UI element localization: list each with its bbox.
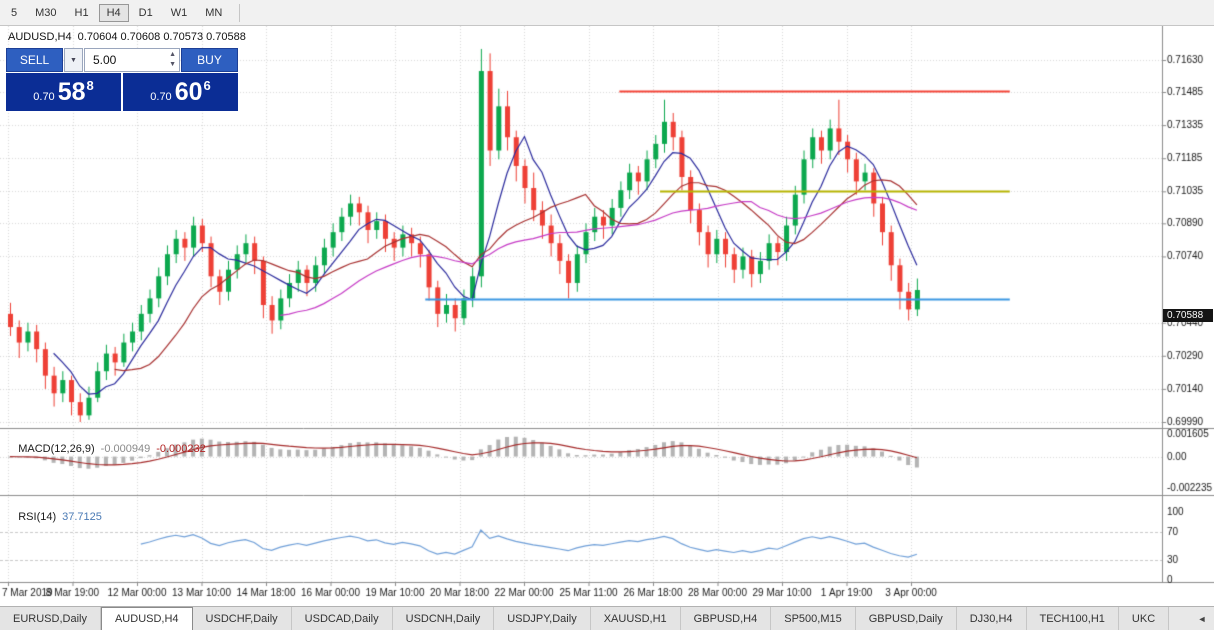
tab-gbpusd-daily[interactable]: GBPUSD,Daily — [855, 607, 957, 630]
volume-up-arrow-icon[interactable]: ▲ — [169, 51, 176, 58]
buy-price-prefix: 0.70 — [150, 91, 172, 103]
rsi-title: RSI(14) — [18, 511, 57, 523]
chart-ohlc-header: AUDUSD,H4 0.70604 0.70608 0.70573 0.7058… — [8, 31, 246, 43]
volume-field[interactable]: 5.00 ▲ ▼ — [84, 48, 180, 72]
timeframe-h4[interactable]: H4 — [98, 3, 129, 22]
sell-price-big: 58 — [57, 77, 86, 106]
chevron-down-icon: ▼ — [70, 56, 77, 64]
tab-usdjpy-daily[interactable]: USDJPY,Daily — [494, 607, 591, 630]
buy-price-sup: 6 — [203, 77, 211, 93]
buy-button[interactable]: BUY — [181, 48, 238, 72]
tab-xauusd-h1[interactable]: XAUUSD,H1 — [590, 607, 681, 630]
tab-ukc[interactable]: UKC — [1118, 607, 1170, 630]
chart-tabbar: EURUSD,Daily AUDUSD,H4 USDCHF,Daily USDCAD,… — [0, 606, 1214, 630]
timeframe-w1[interactable]: W1 — [163, 4, 196, 22]
timeframe-5[interactable]: 5 — [3, 4, 25, 22]
timeframe-d1[interactable]: D1 — [131, 4, 161, 22]
sell-price-sup: 8 — [86, 77, 94, 93]
buy-price-big: 60 — [174, 77, 203, 106]
tab-audusd-h4[interactable]: AUDUSD,H4 — [100, 607, 193, 630]
macd-signal-value: -0.000232 — [156, 443, 206, 455]
one-click-trade-panel: SELL ▼ 5.00 ▲ ▼ BUY 0.70 58 8 0.70 60 6 — [6, 48, 238, 111]
sell-price-prefix: 0.70 — [33, 91, 55, 103]
macd-main-value: -0.000949 — [100, 443, 151, 455]
buy-price-box[interactable]: 0.70 60 6 — [123, 73, 238, 111]
tab-scroll-button[interactable]: ◄ — [1190, 607, 1214, 630]
tab-tech100-h1[interactable]: TECH100,H1 — [1026, 607, 1119, 630]
volume-down-arrow-icon[interactable]: ▼ — [169, 61, 176, 68]
current-price-badge: 0.70588 — [1163, 309, 1213, 322]
tab-usdcnh-daily[interactable]: USDCNH,Daily — [392, 607, 495, 630]
macd-title: MACD(12,26,9) — [18, 443, 95, 455]
chart-tabs-strip: EURUSD,Daily AUDUSD,H4 USDCHF,Daily USDCAD,… — [0, 607, 1190, 630]
toolbar-separator — [239, 3, 241, 22]
rsi-value: 37.7125 — [62, 511, 102, 523]
sell-price-box[interactable]: 0.70 58 8 — [6, 73, 121, 111]
tab-dj30-h4[interactable]: DJ30,H4 — [956, 607, 1027, 630]
timeframe-h1[interactable]: H1 — [67, 4, 97, 22]
chart-canvas[interactable] — [0, 26, 1214, 606]
volume-value: 5.00 — [93, 53, 117, 67]
tab-scroll-left-icon: ◄ — [1197, 613, 1207, 624]
timeframe-toolbar: 5 M30 H1 H4 D1 W1 MN — [0, 0, 1214, 26]
tab-usdcad-daily[interactable]: USDCAD,Daily — [291, 607, 393, 630]
tab-gbpusd-h4[interactable]: GBPUSD,H4 — [680, 607, 772, 630]
sell-button[interactable]: SELL — [6, 48, 63, 72]
timeframe-mn[interactable]: MN — [197, 4, 230, 22]
tab-usdchf-daily[interactable]: USDCHF,Daily — [192, 607, 292, 630]
volume-dropdown-button[interactable]: ▼ — [64, 48, 83, 72]
tab-eurusd-daily[interactable]: EURUSD,Daily — [0, 607, 101, 630]
timeframe-m30[interactable]: M30 — [27, 4, 64, 22]
macd-label: MACD(12,26,9) -0.000949 -0.000232 — [6, 431, 206, 467]
tab-sp500-m15[interactable]: SP500,M15 — [771, 607, 856, 630]
chart-window: AUDUSD,H4 0.70604 0.70608 0.70573 0.7058… — [0, 26, 1214, 606]
rsi-label: RSI(14) 37.7125 — [6, 499, 102, 535]
